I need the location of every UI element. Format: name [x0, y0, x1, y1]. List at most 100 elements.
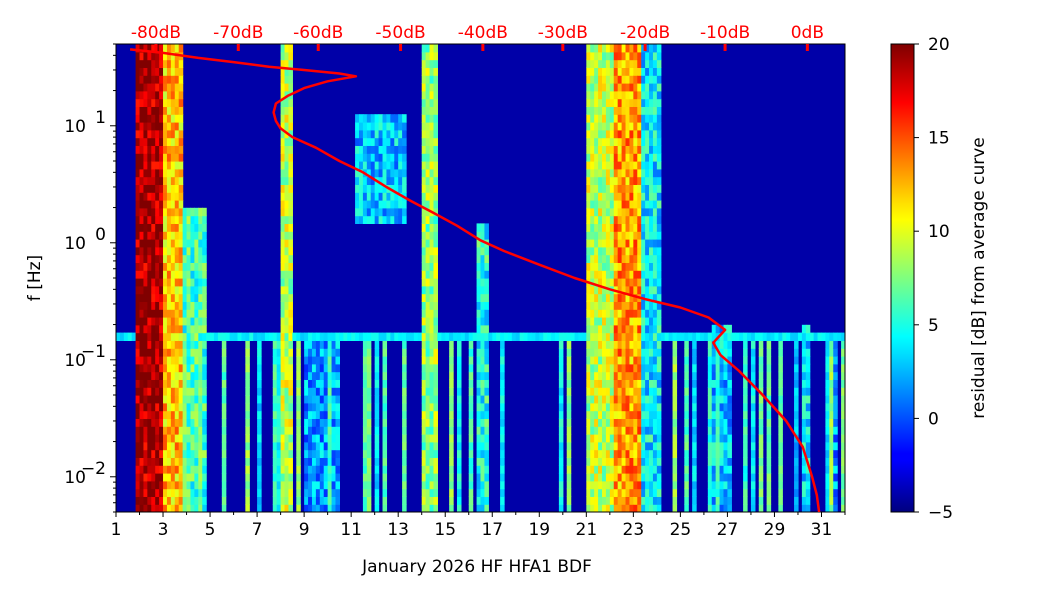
- heatmap-cell: [178, 223, 184, 232]
- heatmap-cell: [637, 184, 642, 193]
- heatmap-cell: [143, 153, 148, 162]
- heatmap-cell: [801, 395, 807, 404]
- heatmap-cell: [750, 363, 756, 373]
- heatmap-cell: [484, 418, 489, 427]
- heatmap-cell: [484, 480, 489, 490]
- heatmap-cell: [586, 457, 591, 466]
- heatmap-cell: [174, 371, 180, 380]
- heatmap-cell: [327, 480, 333, 490]
- heatmap-cell: [621, 324, 627, 334]
- heatmap-cell: [359, 122, 364, 131]
- heatmap-cell: [186, 371, 192, 380]
- heatmap-cell: [366, 480, 372, 490]
- heatmap-cell: [805, 449, 811, 458]
- heatmap-cell: [139, 379, 145, 388]
- heatmap-cell: [433, 239, 438, 248]
- heatmap-cell: [174, 301, 180, 310]
- heatmap-cell: [139, 293, 145, 302]
- heatmap-cell: [692, 348, 697, 357]
- heatmap-cell: [280, 200, 286, 209]
- heatmap-cell: [288, 473, 293, 482]
- heatmap-cell: [202, 207, 207, 217]
- heatmap-cell: [116, 332, 121, 341]
- heatmap-cell: [586, 473, 591, 482]
- heatmap-cell: [139, 387, 145, 396]
- heatmap-cell: [652, 145, 658, 154]
- heatmap-cell: [366, 410, 372, 419]
- heatmap-cell: [159, 457, 164, 466]
- heatmap-cell: [429, 223, 435, 232]
- heatmap-cell: [656, 153, 662, 162]
- heatmap-cell: [480, 309, 486, 318]
- heatmap-cell: [633, 457, 638, 466]
- heatmap-cell: [425, 44, 431, 53]
- heatmap-cell: [590, 90, 595, 100]
- heatmap-cell: [645, 480, 650, 490]
- heatmap-cell: [750, 387, 756, 396]
- heatmap-cell: [723, 457, 729, 466]
- heatmap-cell: [166, 426, 172, 435]
- heatmap-cell: [139, 129, 145, 139]
- heatmap-cell: [684, 434, 689, 443]
- heatmap-cell: [449, 488, 454, 497]
- heatmap-cell: [641, 418, 646, 427]
- heatmap-cell: [174, 317, 180, 326]
- heatmap-cell: [613, 223, 619, 232]
- heatmap-cell: [833, 457, 838, 466]
- heatmap-cell: [425, 106, 431, 115]
- heatmap-cell: [633, 449, 638, 458]
- heatmap-cell: [637, 114, 642, 123]
- heatmap-cell: [382, 473, 388, 482]
- heatmap-cell: [645, 496, 650, 505]
- heatmap-cell: [198, 473, 203, 482]
- heatmap-cell: [288, 153, 293, 162]
- heatmap-cell: [315, 496, 321, 505]
- heatmap-cell: [155, 324, 160, 334]
- heatmap-cell: [382, 488, 388, 497]
- heatmap-cell: [374, 137, 380, 146]
- heatmap-cell: [476, 309, 482, 318]
- heatmap-cell: [609, 465, 615, 474]
- heatmap-cell: [170, 223, 176, 232]
- heatmap-cell: [609, 239, 615, 248]
- heatmap-cell: [625, 184, 631, 193]
- heatmap-cell: [649, 285, 654, 295]
- heatmap-cell: [308, 473, 313, 482]
- heatmap-cell: [147, 309, 152, 318]
- heatmap-cell: [633, 324, 638, 334]
- heatmap-cell: [202, 262, 207, 271]
- heatmap-cell: [692, 457, 697, 466]
- heatmap-cell: [166, 387, 172, 396]
- heatmap-cell: [598, 161, 603, 170]
- heatmap-cell: [304, 441, 309, 451]
- heatmap-cell: [135, 168, 141, 178]
- heatmap-cell: [166, 402, 172, 412]
- heatmap-cell: [711, 434, 717, 443]
- heatmap-cell: [421, 114, 427, 123]
- heatmap-cell: [178, 387, 184, 396]
- heatmap-cell: [539, 332, 544, 341]
- heatmap-cell: [327, 410, 333, 419]
- heatmap-cell: [276, 441, 282, 451]
- heatmap-cell: [296, 348, 301, 357]
- heatmap-cell: [221, 488, 227, 497]
- heatmap-cell: [429, 67, 435, 76]
- heatmap-cell: [186, 496, 192, 505]
- heatmap-cell: [288, 75, 293, 84]
- heatmap-cell: [449, 402, 454, 412]
- heatmap-cell: [652, 395, 658, 404]
- heatmap-cell: [590, 410, 595, 419]
- heatmap-cell: [421, 410, 427, 419]
- heatmap-cell: [421, 98, 427, 107]
- heatmap-cell: [586, 293, 591, 302]
- heatmap-cell: [198, 239, 203, 248]
- heatmap-cell: [433, 44, 438, 53]
- heatmap-cell: [323, 449, 329, 458]
- heatmap-cell: [143, 114, 148, 123]
- heatmap-cell: [794, 395, 799, 404]
- heatmap-cell: [649, 480, 654, 490]
- heatmap-cell: [633, 293, 638, 302]
- db-marker: [643, 44, 647, 51]
- heatmap-cell: [178, 270, 184, 279]
- heatmap-cell: [707, 480, 713, 490]
